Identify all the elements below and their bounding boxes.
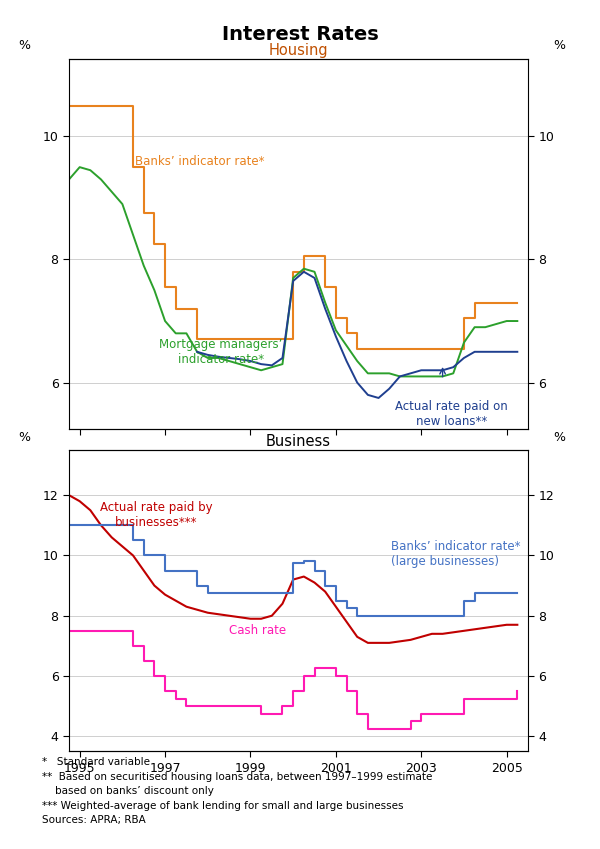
Text: Interest Rates: Interest Rates xyxy=(221,25,379,44)
Text: Actual rate paid by
businesses***: Actual rate paid by businesses*** xyxy=(100,501,213,529)
Text: Actual rate paid on
new loans**: Actual rate paid on new loans** xyxy=(395,400,508,428)
Text: Mortgage managers’
indicator rate*: Mortgage managers’ indicator rate* xyxy=(159,338,282,366)
Text: Banks’ indicator rate*: Banks’ indicator rate* xyxy=(135,155,265,168)
Text: %: % xyxy=(553,431,565,444)
Text: %: % xyxy=(18,39,30,52)
Text: Cash rate: Cash rate xyxy=(229,624,286,637)
Title: Business: Business xyxy=(266,434,331,449)
Text: Banks’ indicator rate*
(large businesses): Banks’ indicator rate* (large businesses… xyxy=(391,541,521,568)
Text: %: % xyxy=(18,431,30,444)
Text: *   Standard variable
**  Based on securitised housing loans data, between 1997–: * Standard variable ** Based on securiti… xyxy=(42,757,433,825)
Text: %: % xyxy=(553,39,565,52)
Title: Housing: Housing xyxy=(269,43,328,59)
